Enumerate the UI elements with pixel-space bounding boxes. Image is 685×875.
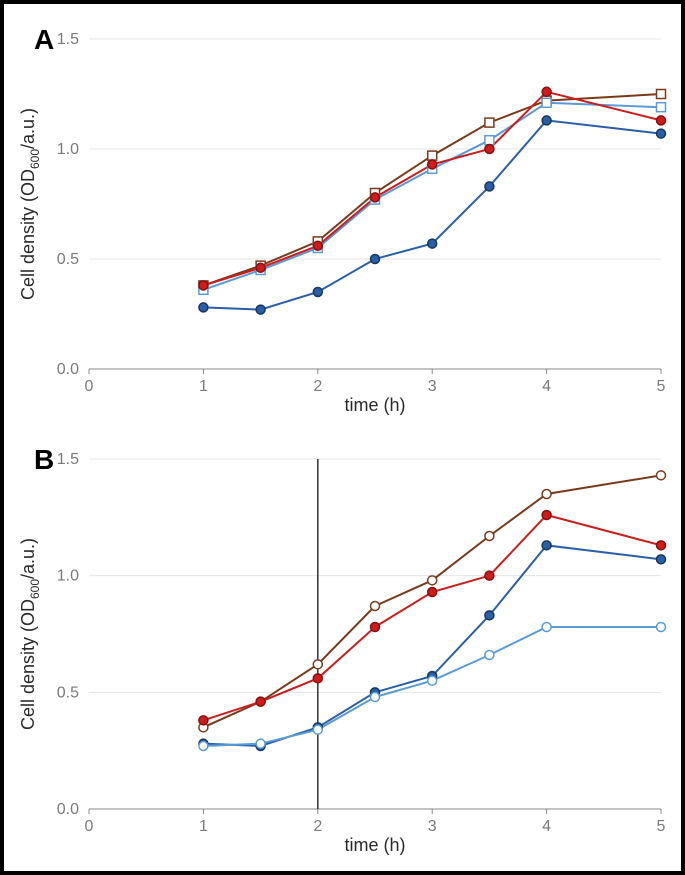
panel-a-svg: 0.0 0.5 1.0 1.5 0 1 2 3 4 5 time (h) Cell density (…: [4, 14, 681, 424]
figure-container: A 0.00.51.01.5012345time (h)Cell density…: [0, 0, 685, 875]
svg-text:1.0: 1.0: [57, 568, 79, 585]
svg-text:0.5: 0.5: [57, 251, 79, 268]
svg-text:5: 5: [657, 818, 666, 835]
svg-text:time (h): time (h): [344, 395, 405, 415]
panel-b: B 0.00.51.01.5012345time (h)Cell density…: [4, 434, 681, 864]
svg-text:2: 2: [313, 378, 322, 395]
svg-text:0.0: 0.0: [57, 801, 79, 818]
svg-text:1: 1: [199, 378, 208, 395]
svg-text:0.5: 0.5: [57, 684, 79, 701]
svg-text:3: 3: [428, 818, 437, 835]
svg-text:2: 2: [313, 818, 322, 835]
panel-a-plot: 0.0 0.5 1.0 1.5 0 1 2 3 4 5 time (h) Cell density (…: [4, 14, 681, 424]
svg-text:0.0: 0.0: [57, 361, 79, 378]
svg-text:1: 1: [199, 818, 208, 835]
svg-text:Cell density (OD600/a.u.): Cell density (OD600/a.u.): [18, 538, 42, 730]
svg-text:time (h): time (h): [344, 835, 405, 855]
svg-text:3: 3: [428, 378, 437, 395]
svg-text:4: 4: [542, 818, 551, 835]
panel-b-svg: 0.0 0.5 1.0 1.5 0 1 2 3 4 5 time (h) Cell density (…: [4, 434, 681, 864]
svg-text:0: 0: [85, 378, 94, 395]
svg-text:0: 0: [85, 818, 94, 835]
svg-text:1.5: 1.5: [57, 451, 79, 468]
svg-text:1.5: 1.5: [57, 31, 79, 48]
panel-b-plot: 0.0 0.5 1.0 1.5 0 1 2 3 4 5 time (h) Cell density (…: [4, 434, 681, 864]
panel-a: A 0.00.51.01.5012345time (h)Cell density…: [4, 14, 681, 424]
svg-text:5: 5: [657, 378, 666, 395]
svg-text:4: 4: [542, 378, 551, 395]
svg-text:Cell density (OD600/a.u.): Cell density (OD600/a.u.): [18, 108, 42, 300]
svg-text:1.0: 1.0: [57, 141, 79, 158]
